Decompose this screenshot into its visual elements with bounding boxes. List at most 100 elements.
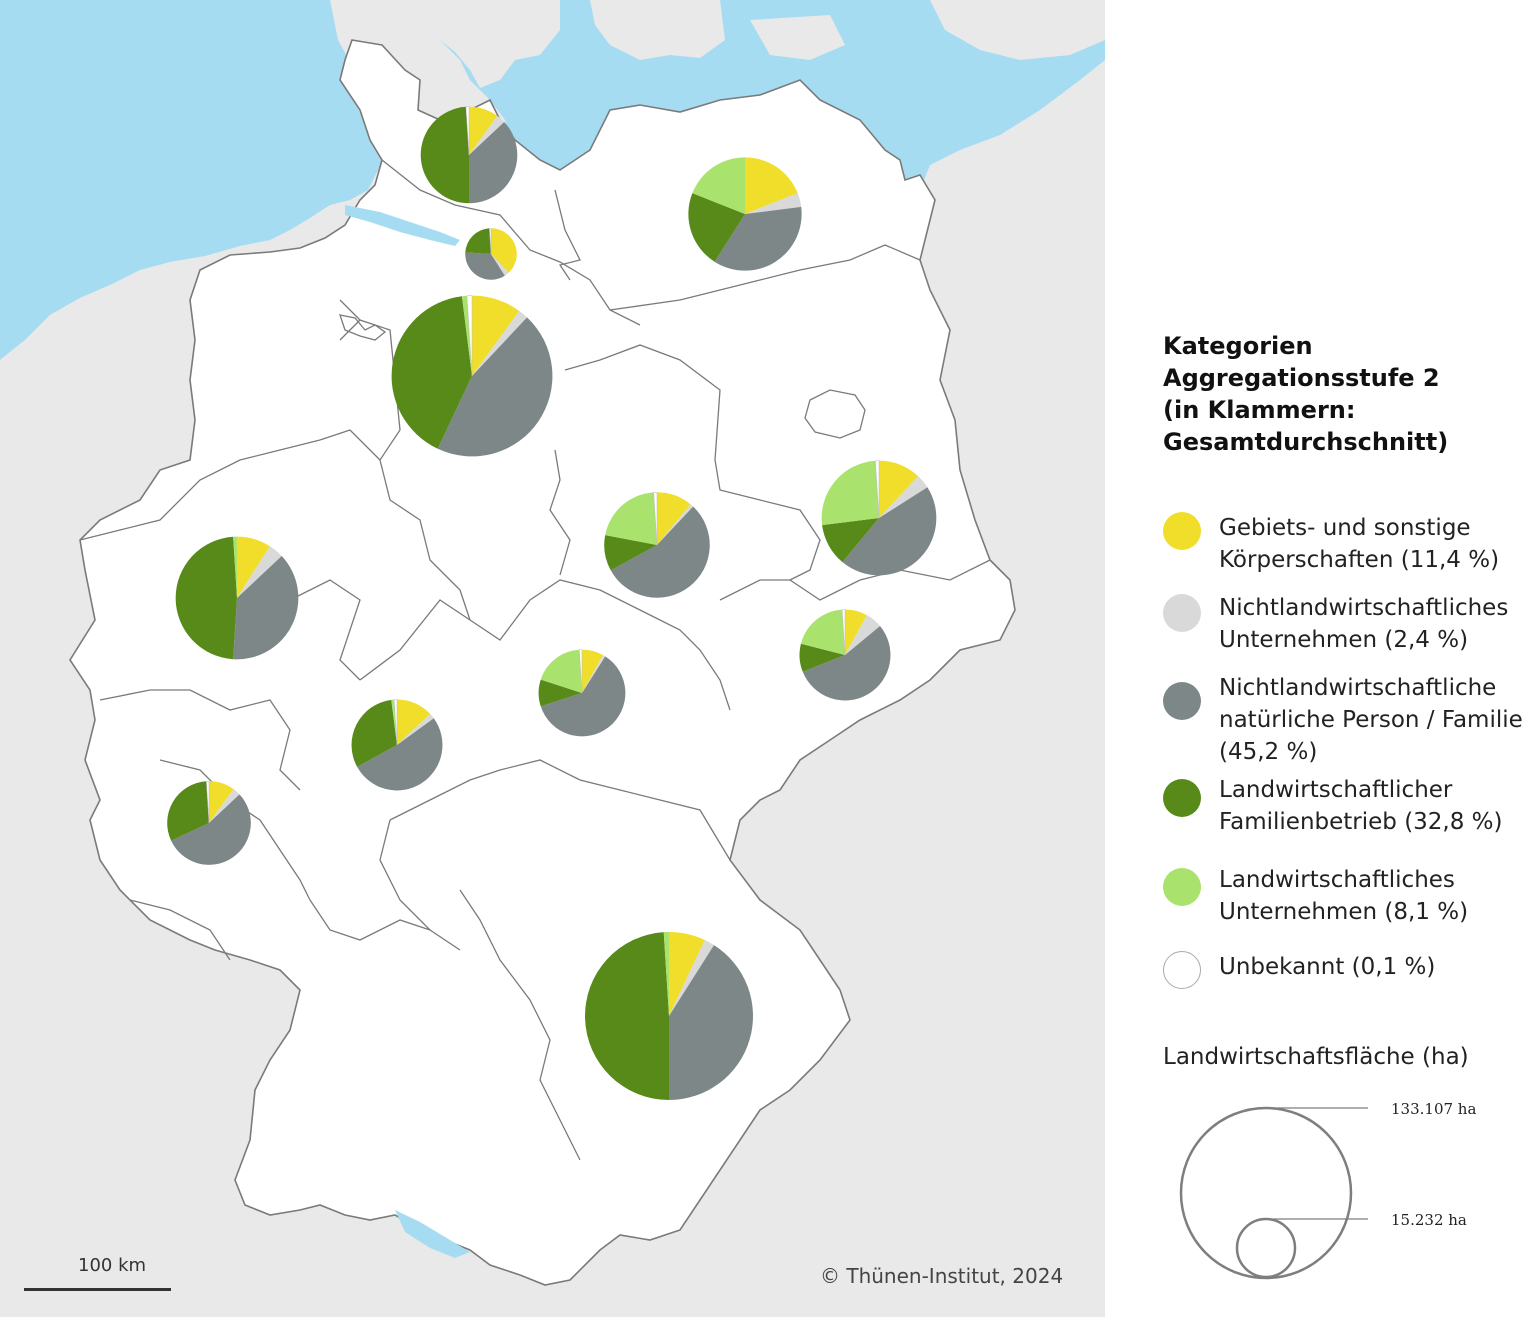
poland-coast — [1000, 70, 1105, 1317]
pie-slice-sh-unb — [465, 106, 470, 156]
pie-slice-th-nlu — [582, 654, 606, 693]
danish-island-2 — [750, 15, 845, 60]
pie-slice-nw-gebiet — [237, 536, 270, 598]
pie-slice-ni-nlp — [437, 317, 553, 457]
pie-slice-ni-lwu — [461, 295, 472, 376]
pie-slice-he-nlp — [357, 718, 443, 791]
pie-slice-st-lwu — [605, 492, 657, 545]
map-panel: © Thünen-Institut, 2024 100 km — [0, 0, 1105, 1317]
pie-slice-st-lwf — [604, 535, 657, 571]
scale-bar-label: 100 km — [78, 1255, 147, 1276]
legend-label: Landwirtschaftliches Unternehmen (8,1 %) — [1219, 867, 1469, 925]
pie-slice-rp-gebiet — [209, 781, 234, 823]
legend-swatch-darkgrey — [1163, 682, 1201, 720]
legend-title-line: (in Klammern: — [1163, 396, 1356, 424]
pie-slice-nw-nlp — [233, 556, 299, 660]
legend-swatch-white — [1163, 951, 1201, 989]
pie-slice-sh-gebiet — [469, 106, 498, 155]
pie-slice-by-nlp — [669, 945, 753, 1100]
danish-island — [590, 0, 725, 60]
pie-slice-rp-nlp — [171, 794, 251, 865]
pie-slice-he-gebiet — [397, 699, 431, 745]
pie-slice-rp-unb — [206, 780, 210, 824]
pie-slice-by-nlu — [669, 939, 715, 1016]
legend-label: Nichtlandwirtschaftliches Unternehmen (2… — [1219, 595, 1509, 653]
size-legend-title: Landwirtschaftsfläche (ha) — [1163, 1044, 1469, 1070]
pie-slice-ni-unb — [466, 295, 473, 377]
size-legend: 133.107 ha 15.232 ha — [1179, 1100, 1476, 1280]
pie-slice-bb-nlp — [842, 487, 937, 576]
pie-slice-mv-nlp — [714, 206, 802, 271]
bremen-border — [339, 314, 387, 341]
pie-slice-mv-lwf — [688, 193, 745, 262]
pie-slice-st-gebiet — [657, 492, 691, 545]
pie-slice-nw-lwu — [233, 536, 237, 598]
legend-panel: Kategorien Aggregationsstufe 2 (in Klamm… — [1105, 0, 1530, 1317]
copyright-text: © Thünen-Institut, 2024 — [820, 1264, 1064, 1288]
size-label-small: 15.232 ha — [1391, 1211, 1467, 1229]
pie-charts — [167, 106, 937, 1100]
pie-slice-he-nlu — [397, 713, 434, 745]
pie-slice-hh-unb — [489, 228, 492, 255]
pie-slice-sn-gebiet — [845, 609, 867, 655]
germany-map — [0, 0, 1105, 1317]
pie-slice-nw-nlu — [237, 546, 282, 598]
pie-slice-th-lwu — [540, 649, 582, 693]
pie-slice-rp-nlu — [209, 789, 240, 823]
scale-bar — [24, 1288, 171, 1291]
sweden-land — [930, 0, 1105, 60]
pie-slice-th-lwf — [538, 679, 582, 707]
pie-slice-mv-nlu — [745, 193, 802, 214]
berlin-border — [804, 389, 866, 439]
sea — [0, 0, 385, 360]
pie-slice-ni-gebiet — [472, 295, 520, 376]
size-circle-small — [1235, 1217, 1297, 1279]
pie-slice-th-unb — [579, 649, 583, 694]
pie-slice-st-nlu — [657, 504, 694, 545]
pie-slice-bb-unb — [875, 460, 880, 519]
pie-slice-sn-nlp — [802, 626, 891, 701]
pie-slice-by-lwf — [584, 932, 669, 1100]
pie-slice-bb-gebiet — [879, 460, 919, 518]
legend-title: Kategorien Aggregationsstufe 2 (in Klamm… — [1163, 330, 1523, 458]
pie-slice-sh-nlu — [469, 115, 505, 155]
pie-slice-th-nlp — [540, 656, 626, 737]
size-label-large: 133.107 ha — [1391, 1100, 1476, 1118]
legend-label: Unbekannt (0,1 %) — [1219, 954, 1436, 980]
legend-swatch-yellow — [1163, 512, 1201, 550]
legend-label: Nichtlandwirtschaftliche natürliche Pers… — [1219, 675, 1523, 765]
legend-swatch-lightgreen — [1163, 868, 1201, 906]
pie-slice-nw-lwf — [175, 536, 237, 660]
pie-slice-st-nlp — [610, 506, 710, 598]
legend-swatch-lightgrey — [1163, 594, 1201, 632]
pie-slice-hh-nlu — [491, 254, 509, 276]
pie-slice-st-unb — [653, 491, 658, 546]
state-borders — [79, 159, 991, 1161]
pie-slice-bb-lwu — [821, 460, 879, 526]
pie-slice-by-gebiet — [669, 932, 705, 1016]
pie-slice-mv-gebiet — [745, 157, 798, 214]
pie-slice-sn-lwf — [799, 643, 845, 672]
pie-slice-he-lwu — [391, 699, 397, 745]
legend-label: Gebiets- und sonstige Körperschaften (11… — [1219, 515, 1500, 573]
pie-slice-sn-nlu — [845, 615, 881, 655]
pie-slice-he-lwf — [351, 699, 397, 767]
pie-slice-hh-nlp — [465, 252, 505, 280]
pie-slice-sh-nlp — [469, 121, 518, 204]
pie-slice-sn-lwu — [800, 609, 845, 655]
pie-slice-sh-lwf — [420, 106, 469, 204]
lake-constance — [395, 1210, 470, 1258]
pie-slice-bb-nlu — [879, 476, 928, 518]
pie-slice-he-unb — [393, 699, 398, 746]
pie-slice-hh-lwf — [465, 228, 491, 254]
legend-label: Landwirtschaftlicher Familienbetrieb (32… — [1219, 777, 1503, 835]
legend-title-line: Kategorien — [1163, 332, 1313, 360]
pie-slice-bb-lwf — [822, 518, 879, 563]
pie-slice-rp-lwf — [167, 781, 209, 841]
pie-slice-ni-nlu — [472, 310, 528, 376]
pie-slice-th-gebiet — [582, 649, 603, 693]
pie-slice-sn-unb — [841, 609, 846, 656]
legend-title-line: Aggregationsstufe 2 — [1163, 364, 1440, 392]
pie-slice-hh-gebiet — [491, 228, 517, 273]
netherlands-coast — [0, 262, 190, 460]
